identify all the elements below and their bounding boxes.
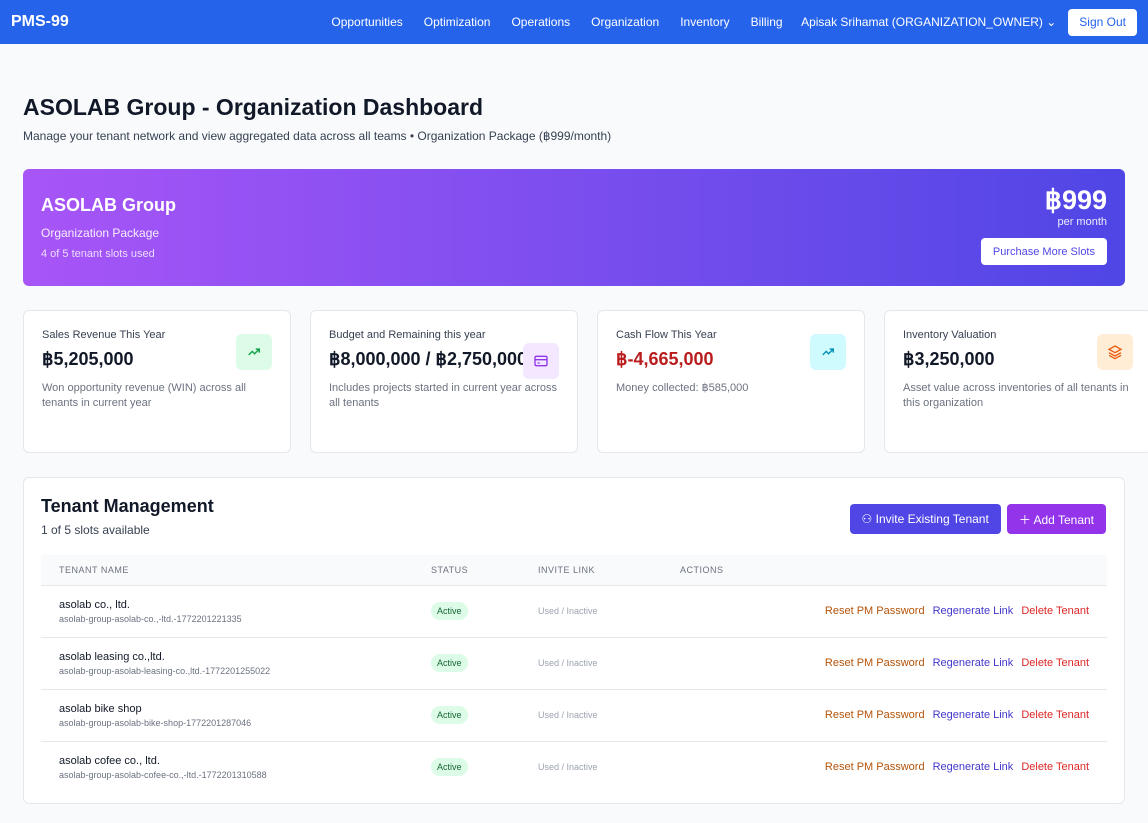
invite-link-status: Used / Inactive [538, 762, 598, 773]
stat-description: Includes projects started in current yea… [329, 382, 558, 409]
user-menu[interactable]: Apisak Srihamat (ORGANIZATION_OWNER) ⌄ [801, 15, 1056, 29]
sign-out-button[interactable]: Sign Out [1068, 8, 1137, 36]
table-row: asolab leasing co.,ltd. asolab-group-asol… [41, 637, 1107, 690]
tenant-slug: asolab-group-asolab-leasing-co.,ltd.-177… [59, 665, 271, 676]
layers-icon [1097, 334, 1133, 370]
reset-password-link[interactable]: Reset PM Password [824, 709, 925, 721]
page-title: ASOLAB Group - Organization Dashboard [23, 94, 484, 120]
stat-description: Money collected: ฿585,000 [616, 382, 749, 394]
tenant-name: asolab co., ltd. [59, 598, 130, 611]
status-badge: Active [431, 706, 468, 724]
table-row: asolab cofee co., ltd. asolab-group-asola… [41, 741, 1107, 793]
delete-tenant-link[interactable]: Delete Tenant [1021, 709, 1089, 721]
stat-value: ฿-4,665,000 [616, 349, 714, 369]
regenerate-link[interactable]: Regenerate Link [932, 709, 1014, 721]
org-name: ASOLAB Group [41, 195, 176, 215]
invite-link-status: Used / Inactive [538, 658, 598, 668]
section-title: Tenant Management [41, 496, 214, 516]
nav-link-optimization[interactable]: Optimization [423, 15, 491, 29]
tenant-slug: asolab-group-asolab-co.,-ltd.-1772201221… [59, 613, 242, 624]
nav-links: Opportunities Optimization Operations Organ… [321, 15, 793, 29]
stat-label: Cash Flow This Year [616, 329, 717, 341]
invite-link-status: Used / Inactive [538, 606, 598, 616]
add-label: Add Tenant [1033, 512, 1095, 527]
purchase-slots-button[interactable]: Purchase More Slots [980, 238, 1107, 265]
table-row: asolab co., ltd. asolab-group-asolab-co.,… [41, 585, 1107, 638]
stat-card: Cash Flow This Year ฿-4,665,000 Money co… [597, 310, 865, 453]
regenerate-link[interactable]: Regenerate Link [932, 761, 1014, 774]
trending-up-icon [810, 334, 846, 370]
reset-password-link[interactable]: Reset PM Password [824, 605, 925, 617]
column-header: STATUS [413, 555, 520, 586]
tenant-slug: asolab-group-asolab-bike-shop-1772201287… [59, 717, 252, 728]
tenant-slug: asolab-group-asolab-cofee-co.,-ltd.-1772… [59, 769, 267, 780]
brand-logo[interactable]: PMS-99 [11, 13, 69, 30]
invite-tenant-button[interactable]: ⚇ Invite Existing Tenant [849, 504, 1001, 534]
plus-icon: ＋ [1018, 512, 1031, 527]
nav-link-opportunities[interactable]: Opportunities [331, 15, 403, 29]
reset-password-link[interactable]: Reset PM Password [824, 657, 925, 669]
chevron-down-icon: ⌄ [1046, 15, 1057, 29]
stat-description: Won opportunity revenue (WIN) across all… [42, 382, 246, 409]
page-subtitle: Manage your tenant network and view aggr… [23, 129, 612, 143]
price: ฿999 [1044, 185, 1107, 215]
add-tenant-button[interactable]: ＋ Add Tenant [1006, 504, 1106, 534]
invite-label: Invite Existing Tenant [875, 512, 989, 526]
column-header: ACTIONS [662, 555, 1107, 586]
status-badge: Active [431, 654, 468, 672]
reset-password-link[interactable]: Reset PM Password [824, 761, 925, 774]
delete-tenant-link[interactable]: Delete Tenant [1021, 657, 1089, 669]
stat-value: ฿5,205,000 [42, 349, 134, 369]
column-header: TENANT NAME [41, 555, 413, 586]
stat-label: Inventory Valuation [903, 329, 997, 341]
stat-card: Budget and Remaining this year ฿8,000,00… [310, 310, 578, 453]
user-name: Apisak Srihamat (ORGANIZATION_OWNER) [801, 15, 1043, 29]
delete-tenant-link[interactable]: Delete Tenant [1021, 761, 1089, 774]
nav-link-organization[interactable]: Organization [591, 15, 660, 29]
top-nav: PMS-99 Opportunities Optimization Operatio… [0, 0, 1148, 44]
user-plus-icon: ⚇ [861, 512, 873, 526]
package-banner: ASOLAB Group Organization Package 4 of 5… [23, 169, 1125, 286]
nav-link-operations[interactable]: Operations [511, 15, 571, 29]
invite-link-status: Used / Inactive [538, 710, 598, 720]
regenerate-link[interactable]: Regenerate Link [932, 657, 1014, 669]
tenant-management: Tenant Management 1 of 5 slots available… [23, 477, 1125, 804]
tenant-name: asolab bike shop [59, 702, 142, 715]
regenerate-link[interactable]: Regenerate Link [932, 605, 1014, 617]
stat-card: Inventory Valuation ฿3,250,000 Asset val… [884, 310, 1148, 453]
slots-used: 4 of 5 tenant slots used [41, 248, 155, 260]
tenant-name: asolab cofee co., ltd. [59, 754, 160, 767]
stat-label: Budget and Remaining this year [329, 329, 486, 341]
stat-description: Asset value across inventories of all te… [903, 382, 1129, 409]
price-period: per month [1057, 216, 1107, 228]
nav-link-inventory[interactable]: Inventory [680, 15, 730, 29]
stat-card: Sales Revenue This Year ฿5,205,000 Won o… [23, 310, 291, 453]
trending-up-icon [236, 334, 272, 370]
tenant-name: asolab leasing co.,ltd. [59, 650, 165, 663]
slots-available: 1 of 5 slots available [41, 523, 150, 537]
column-header: INVITE LINK [520, 555, 662, 586]
delete-tenant-link[interactable]: Delete Tenant [1021, 605, 1089, 617]
status-badge: Active [431, 758, 468, 777]
table-row: asolab bike shop asolab-group-asolab-bike… [41, 689, 1107, 742]
tenant-table: TENANT NAME STATUS INVITE LINK ACTIONS asol… [41, 555, 1107, 793]
credit-card-icon [523, 343, 559, 379]
stat-label: Sales Revenue This Year [42, 329, 166, 341]
stat-value: ฿3,250,000 [903, 349, 995, 369]
status-badge: Active [431, 602, 468, 620]
nav-link-billing[interactable]: Billing [750, 15, 783, 29]
stat-value: ฿8,000,000 / ฿2,750,000 [329, 349, 528, 369]
package-name: Organization Package [41, 226, 160, 240]
